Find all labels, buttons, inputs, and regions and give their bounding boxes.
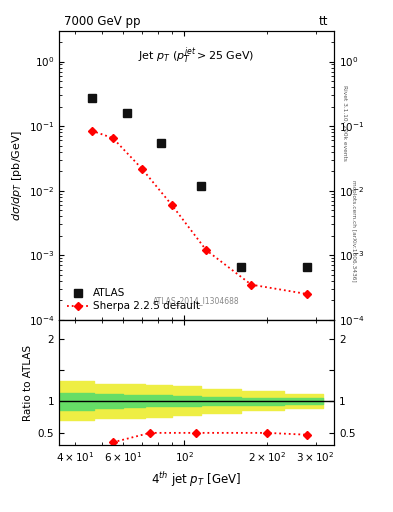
Text: ATLAS_2014_I1304688: ATLAS_2014_I1304688: [153, 296, 240, 305]
ATLAS: [199, 182, 204, 188]
Sherpa 2.2.5 default: [110, 135, 115, 141]
Line: ATLAS: ATLAS: [88, 94, 311, 271]
Legend: ATLAS, Sherpa 2.2.5 default: ATLAS, Sherpa 2.2.5 default: [64, 285, 204, 314]
ATLAS: [305, 264, 310, 270]
Text: tt: tt: [319, 15, 329, 28]
Text: 7000 GeV pp: 7000 GeV pp: [64, 15, 141, 28]
Sherpa 2.2.5 default: [89, 127, 94, 134]
Sherpa 2.2.5 default: [305, 291, 310, 297]
Sherpa 2.2.5 default: [169, 202, 174, 208]
Line: Sherpa 2.2.5 default: Sherpa 2.2.5 default: [89, 128, 310, 297]
Text: mcplots.cern.ch [arXiv:1306.3436]: mcplots.cern.ch [arXiv:1306.3436]: [351, 180, 356, 281]
ATLAS: [125, 110, 130, 116]
Sherpa 2.2.5 default: [204, 247, 209, 253]
Text: Rivet 3.1.10, 200k events: Rivet 3.1.10, 200k events: [343, 85, 348, 161]
Sherpa 2.2.5 default: [249, 282, 253, 288]
X-axis label: $4^{th}$ jet $p_T$ [GeV]: $4^{th}$ jet $p_T$ [GeV]: [151, 470, 242, 488]
Y-axis label: Ratio to ATLAS: Ratio to ATLAS: [24, 345, 33, 421]
ATLAS: [89, 95, 94, 101]
ATLAS: [238, 264, 243, 270]
ATLAS: [158, 140, 163, 146]
Text: Jet $p_T$ ($p_T^{jet}>25$ GeV): Jet $p_T$ ($p_T^{jet}>25$ GeV): [138, 45, 255, 66]
Y-axis label: $d\sigma/dp_T$ [pb/GeV]: $d\sigma/dp_T$ [pb/GeV]: [10, 130, 24, 221]
Sherpa 2.2.5 default: [140, 165, 144, 172]
